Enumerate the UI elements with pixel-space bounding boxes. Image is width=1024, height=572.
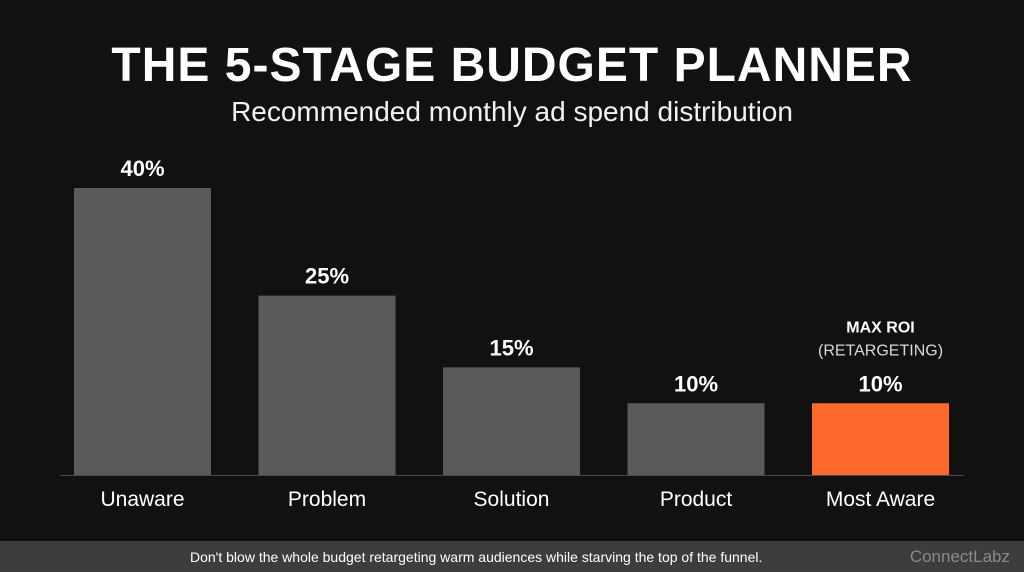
data-label-4: 10% <box>858 371 902 396</box>
category-label-3: Product <box>660 488 733 511</box>
brand-logo: ConnectLabz <box>909 547 1010 566</box>
footer-note: Don't blow the whole budget retargeting … <box>190 549 763 565</box>
chart-subtitle: Recommended monthly ad spend distributio… <box>231 96 793 127</box>
category-label-4: Most Aware <box>826 488 935 511</box>
data-label-3: 10% <box>674 371 718 396</box>
bar-1 <box>258 295 396 475</box>
category-label-0: Unaware <box>100 488 184 511</box>
bar-3 <box>627 403 765 475</box>
annotation-detail: (RETARGETING) <box>818 342 943 359</box>
data-label-1: 25% <box>305 264 349 289</box>
bar-0 <box>74 188 211 475</box>
data-label-2: 15% <box>489 335 533 360</box>
bar-chart: 40% Unaware 25% Problem 15% Solution 10% Produc… <box>60 156 964 511</box>
footer-bar: Don't blow the whole budget retargeting … <box>0 541 1024 572</box>
category-label-1: Problem <box>288 488 366 511</box>
category-label-2: Solution <box>474 488 550 511</box>
data-label-0: 40% <box>120 156 164 181</box>
bar-4 <box>812 403 949 475</box>
bar-2 <box>443 367 580 475</box>
chart-title: THE 5-STAGE BUDGET PLANNER <box>111 39 913 92</box>
annotation-title: MAX ROI <box>846 319 914 336</box>
